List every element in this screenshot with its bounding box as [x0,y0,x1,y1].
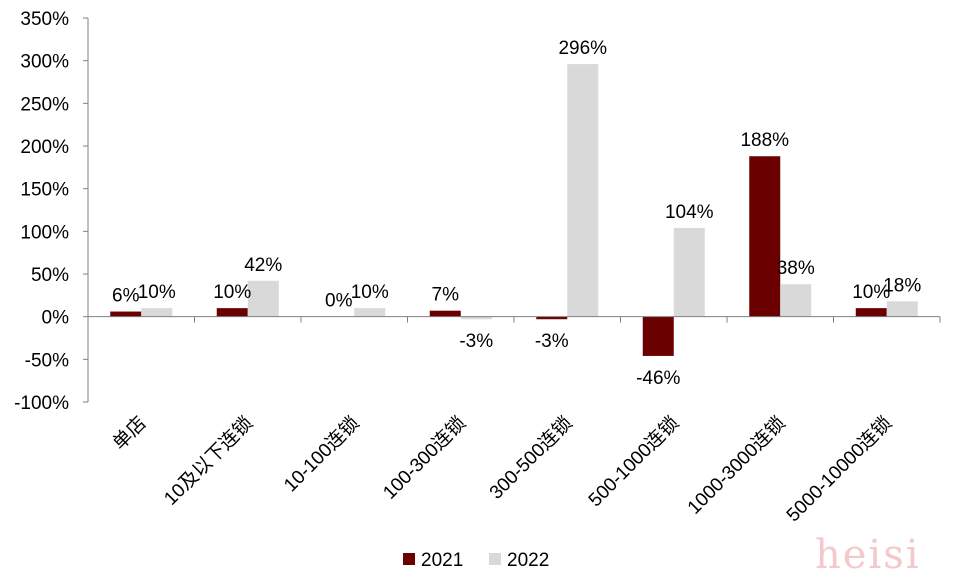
bar-2022-1 [247,280,279,317]
category-label-4: 300-500连锁 [485,412,577,504]
data-label-2021-3: 7% [432,285,460,306]
bar-2021-0 [110,311,142,317]
watermark-text: heisi [815,532,921,578]
category-labels-layer: 单店 10及以下连锁 10-100连锁 100-300连锁 300-500连锁 500-1… [108,412,896,526]
bar-2022-0 [141,308,173,317]
y-ticks-layer: -100% -50% 0% 50% 100% 150% 200% 250% 300% 350% [14,9,88,414]
data-label-2022-0: 10% [138,282,176,303]
bar-2021-4 [536,316,568,320]
y-tick-label-8: 300% [20,52,69,73]
category-label-6: 1000-3000连锁 [683,412,790,519]
bar-2021-3 [429,310,461,317]
legend-swatch-2021 [403,553,415,565]
bar-2022-3 [460,316,492,320]
data-label-2021-6: 188% [740,130,789,151]
data-label-2021-5: -46% [636,368,680,389]
category-label-0: 单店 [108,412,150,454]
data-label-2021-7: 10% [852,282,890,303]
data-label-2021-1: 10% [213,282,251,303]
legend: 2021 2022 [403,550,549,571]
data-label-2021-4: -3% [535,331,569,352]
axes-layer [87,18,941,402]
bar-2021-6 [749,156,781,317]
y-tick-label-9: 350% [20,9,69,30]
data-label-2022-3: -3% [459,331,493,352]
y-tick-label-6: 200% [20,137,69,158]
data-label-2022-2: 10% [351,282,389,303]
data-label-2022-4: 296% [558,38,607,59]
category-label-7: 5000-10000连锁 [782,412,896,526]
legend-label-2021: 2021 [421,550,463,571]
bar-2021-7 [855,308,887,317]
y-tick-label-5: 150% [20,180,69,201]
legend-swatch-2022 [489,553,501,565]
bar-2022-7 [886,301,918,317]
y-tick-label-2: 0% [42,308,70,329]
category-label-3: 100-300连锁 [379,412,471,504]
y-tick-label-7: 250% [20,94,69,115]
data-label-2021-0: 6% [112,286,140,307]
data-label-2022-1: 42% [244,255,282,276]
category-label-5: 500-1000连锁 [584,412,683,511]
data-label-2022-5: 104% [665,202,714,223]
y-tick-label-3: 50% [31,265,69,286]
y-tick-label-1: -50% [25,350,69,371]
bar-2022-5 [673,227,705,317]
data-label-2022-6: 38% [777,258,815,279]
bars-layer [110,64,918,356]
category-label-2: 10-100连锁 [280,412,364,496]
data-label-2022-7: 18% [883,275,921,296]
category-label-1: 10及以下连锁 [160,412,258,510]
bar-2022-6 [780,284,812,317]
bar-2022-4 [567,64,599,317]
bar-2022-2 [354,308,386,317]
legend-label-2022: 2022 [507,550,549,571]
y-tick-label-0: -100% [14,393,69,414]
data-labels-layer: 6%10% 10%42%0%10% 7%-3% -3%296%-46%104%188%… [112,38,921,389]
bar-2021-1 [216,308,248,317]
y-tick-label-4: 100% [20,222,69,243]
data-label-2021-2: 0% [325,291,353,312]
bar-2021-5 [642,316,674,356]
